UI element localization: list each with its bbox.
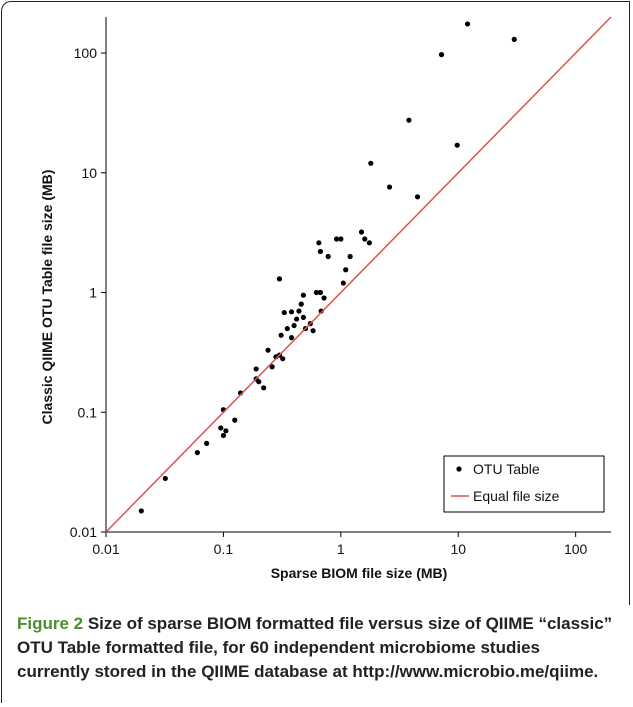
figure-caption: Figure 2 Size of sparse BIOM formatted f… [17,612,617,684]
data-point [347,253,353,260]
legend-label-otu-table: OTU Table [473,461,540,477]
data-point [293,316,300,322]
y-tick-label: 0.1 [78,404,98,420]
figure-caption-label: Figure 2 [17,614,84,633]
x-tick-label: 1 [337,541,345,557]
data-point [253,366,259,372]
data-point [278,332,284,338]
data-point [298,301,304,307]
data-point [194,450,200,456]
x-tick-label: 0.1 [214,541,234,557]
x-axis-title: Sparse BIOM file size (MB) [271,565,448,581]
data-point [454,142,460,148]
data-point [162,475,168,482]
data-point [343,267,349,273]
figure-frame-right-edge [629,1,630,605]
data-point [313,289,320,296]
data-point [386,184,393,190]
data-point [288,309,295,315]
data-point [438,52,445,58]
data-point [358,229,365,235]
data-point [288,335,295,341]
data-point [218,425,224,431]
data-point [318,308,324,314]
data-point [256,379,262,385]
y-tick-label: 10 [81,165,97,181]
data-point [310,328,316,334]
data-point [316,240,322,246]
data-point [296,308,302,314]
data-point [317,248,324,255]
y-tick-label: 100 [74,45,98,61]
data-point [276,276,283,282]
data-point [280,356,286,362]
data-point [204,440,210,446]
equal-size-line [105,16,612,533]
data-point [265,347,271,353]
x-tick-label: 100 [564,541,588,557]
legend-marker-otu-table [456,466,462,472]
figure-caption-text: Size of sparse BIOM formatted file versu… [17,614,613,681]
data-point [325,253,331,260]
chart-marks [105,16,612,533]
data-point [362,236,368,242]
legend-box [443,455,605,513]
y-axis-title: Classic QIIME OTU Table file size (MB) [39,170,55,425]
data-point [300,292,307,298]
axes: 0.01 0.1 1 10 100 0.01 0.1 1 10 100 [70,17,611,557]
data-point [300,314,307,320]
data-point [368,160,374,166]
data-point [261,385,267,391]
legend: OTU Table Equal file size [443,455,605,513]
data-point [366,240,372,246]
data-point [232,417,238,423]
data-point [317,289,324,296]
data-point [406,117,412,123]
data-point [291,322,297,329]
data-point [338,236,344,242]
data-point [223,428,229,434]
y-tick-label: 0.01 [70,524,97,540]
data-point [138,508,144,514]
data-point [284,325,290,332]
x-tick-label: 0.01 [92,541,119,557]
data-point [464,21,471,27]
data-point [281,309,287,316]
data-point [340,280,346,286]
legend-label-equal-file-size: Equal file size [473,488,560,504]
data-point [511,36,517,43]
data-point [321,295,327,301]
data-point [333,236,340,242]
data-point [269,364,275,370]
data-point [414,194,421,200]
scatter-chart: 0.01 0.1 1 10 100 0.01 0.1 1 10 100 Sparse BIOM f… [39,16,612,581]
x-tick-label: 10 [450,541,466,557]
data-point [220,432,227,439]
y-tick-label: 1 [89,285,97,301]
